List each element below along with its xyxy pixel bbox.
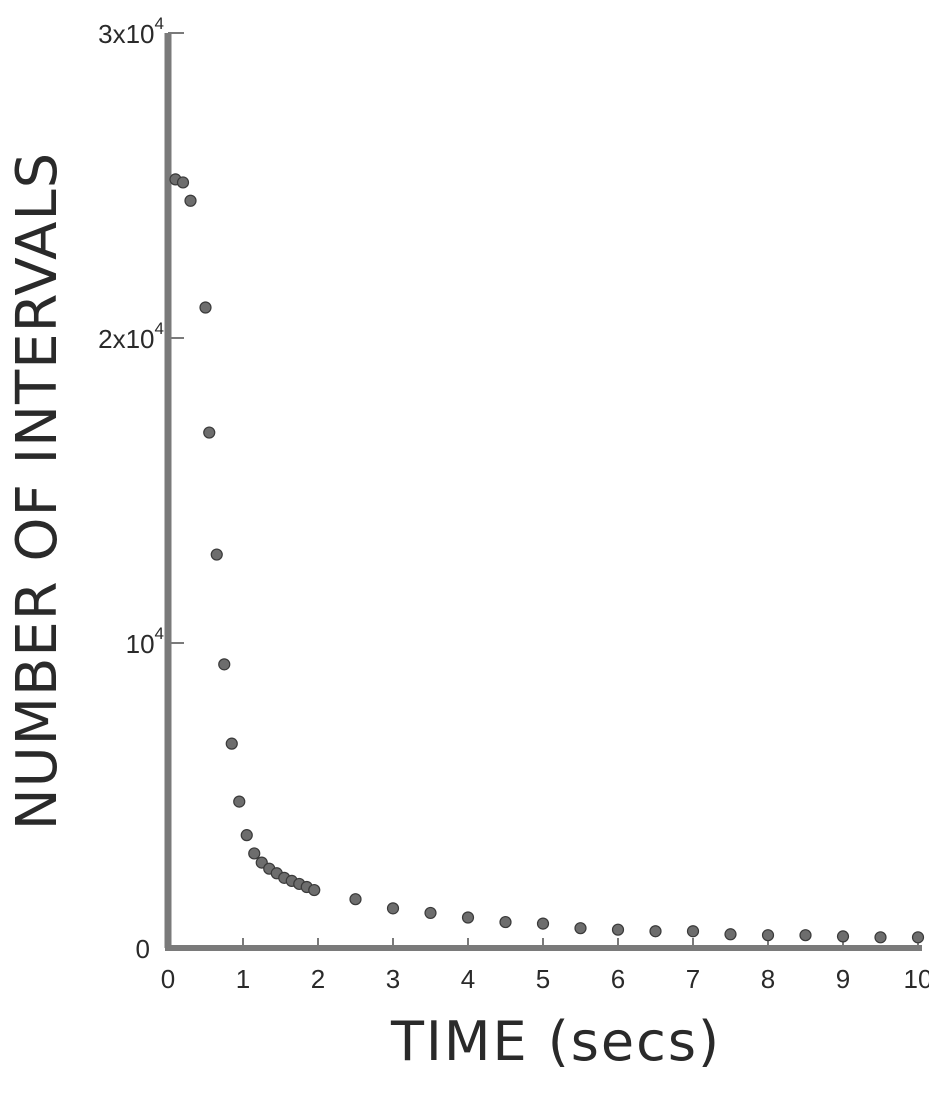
data-point [199, 301, 212, 314]
data-point [240, 829, 253, 842]
x-tick-label: 1 [236, 964, 250, 994]
data-point [424, 906, 437, 920]
data-points [169, 173, 925, 944]
data-point [761, 929, 775, 942]
x-axis-label: TIME (secs) [390, 1010, 721, 1073]
data-point [184, 194, 197, 207]
axes [164, 33, 922, 951]
x-tick-label: 10 [904, 964, 929, 994]
x-tick-label: 7 [686, 964, 700, 994]
data-point [176, 176, 190, 189]
y-axis-label: NUMBER OF INTERVALS [5, 152, 70, 830]
data-point [248, 847, 261, 860]
data-point [799, 929, 812, 942]
y-tick-label: 3x104 [98, 14, 164, 49]
data-point [461, 911, 475, 924]
data-point [499, 915, 512, 929]
data-point [536, 917, 550, 930]
data-point [203, 426, 216, 439]
y-tick-label: 2x104 [98, 319, 164, 354]
y-ticks: 0 104 2x104 3x104 [98, 14, 184, 964]
x-tick-label: 4 [461, 964, 475, 994]
x-tick-label: 6 [611, 964, 625, 994]
x-tick-label: 3 [386, 964, 400, 994]
x-tick-label: 8 [761, 964, 775, 994]
data-point [611, 923, 625, 936]
x-tick-label: 9 [836, 964, 850, 994]
data-point [349, 893, 362, 906]
data-point [210, 548, 223, 561]
x-tick-label: 2 [311, 964, 325, 994]
data-point [649, 925, 662, 938]
data-point [686, 925, 700, 938]
data-point [836, 930, 850, 943]
data-point [225, 737, 238, 750]
data-point [574, 922, 587, 935]
y-tick-label: 0 [136, 934, 150, 964]
data-point [233, 795, 246, 808]
x-tick-label: 0 [161, 964, 175, 994]
data-point [874, 931, 887, 944]
data-point [386, 902, 400, 915]
y-tick-label: 104 [126, 624, 164, 659]
data-point [911, 931, 925, 944]
data-point [724, 928, 737, 941]
x-ticks: 0 1 2 3 4 5 6 7 8 9 10 [161, 938, 929, 994]
data-point [218, 658, 231, 671]
data-point [308, 883, 321, 897]
x-tick-label: 5 [536, 964, 550, 994]
